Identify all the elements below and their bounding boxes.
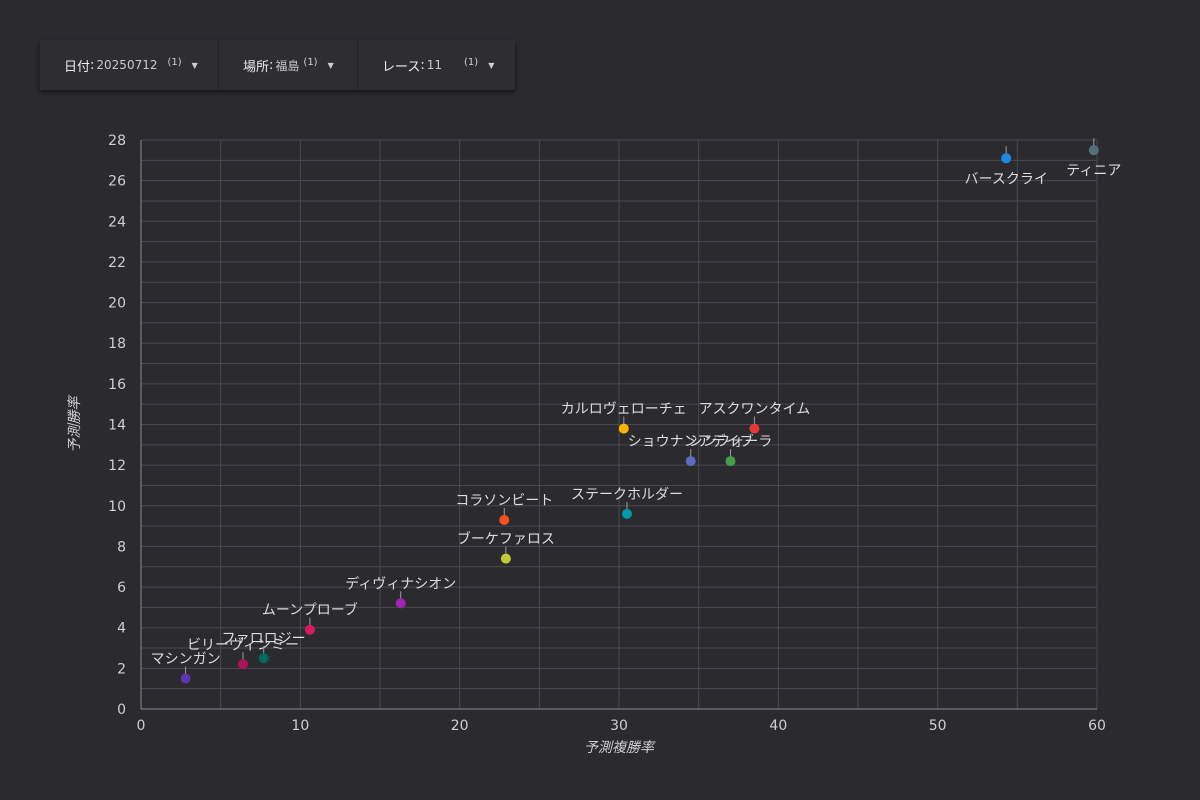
point-label: バースクライ <box>965 171 1048 187</box>
y-tick-label: 28 <box>108 133 126 149</box>
y-tick-label: 2 <box>117 661 126 677</box>
y-tick-label: 20 <box>108 296 126 312</box>
date-filter-count: (1) <box>167 56 182 68</box>
point-label: マシンガン <box>151 652 221 668</box>
y-tick-label: 0 <box>117 702 126 718</box>
point-marker <box>618 423 629 434</box>
data-point: ビリーヴィンミー <box>187 636 299 670</box>
filter-bar: 日付: 20250712 (1) ▼ 場所: 福島 (1) ▼ レース: 11 … <box>40 40 515 90</box>
point-marker <box>258 653 269 664</box>
y-tick-label: 8 <box>117 539 126 555</box>
point-marker <box>749 423 760 434</box>
point-label: ビリーヴィンミー <box>187 636 299 653</box>
caret-down-icon: ▼ <box>191 60 198 70</box>
point-label: ステークホルダー <box>571 487 683 503</box>
y-tick-label: 6 <box>117 580 126 596</box>
race-filter-label: レース <box>382 59 421 75</box>
data-point: カルロヴェローチェ <box>561 401 687 434</box>
data-point: ショウナンアデイブ <box>628 433 754 467</box>
y-tick-label: 18 <box>108 336 126 352</box>
date-filter-value: 20250712 <box>96 58 158 72</box>
place-filter-label: 場所 <box>243 59 270 75</box>
y-tick-label: 16 <box>108 377 126 393</box>
y-tick-label: 10 <box>108 499 126 515</box>
data-point: ステークホルダー <box>571 487 683 519</box>
x-tick-label: 40 <box>769 718 787 734</box>
x-axis-title: 予測複勝率 <box>584 740 656 756</box>
point-label: ファロロジー <box>222 631 306 647</box>
data-point: ディヴィナシオン <box>345 575 456 609</box>
caret-down-icon: ▼ <box>488 60 495 70</box>
data-point: ブーケファロス <box>457 531 555 564</box>
y-tick-label: 12 <box>108 458 126 474</box>
point-label: ショウナンアデイブ <box>628 433 754 450</box>
x-tick-label: 20 <box>451 718 469 734</box>
x-tick-label: 50 <box>929 718 947 734</box>
point-label: シンフォーラ <box>689 434 773 450</box>
caret-down-icon: ▼ <box>327 60 334 70</box>
point-label: コラソンビート <box>455 493 553 509</box>
race-filter-value: 11 <box>426 58 443 72</box>
point-label: アスクワンタイム <box>699 402 811 418</box>
data-point: アスクワンタイム <box>699 402 811 434</box>
point-marker <box>395 598 406 609</box>
point-label: ディヴィナシオン <box>345 575 456 592</box>
data-point: ファロロジー <box>222 631 306 664</box>
data-point: ティニア <box>1066 138 1121 179</box>
point-marker <box>304 624 315 635</box>
date-filter[interactable]: 日付: 20250712 (1) ▼ <box>40 40 219 90</box>
point-marker <box>685 456 696 467</box>
data-point: シンフォーラ <box>689 434 773 467</box>
y-tick-label: 22 <box>108 255 126 271</box>
data-point: ムーンプローブ <box>262 602 358 635</box>
point-marker <box>1001 153 1012 164</box>
x-tick-label: 10 <box>291 718 309 734</box>
point-label: ムーンプローブ <box>262 602 358 619</box>
place-filter[interactable]: 場所: 福島 (1) ▼ <box>219 40 358 90</box>
point-marker <box>725 456 736 467</box>
place-filter-value: 福島 <box>275 58 300 73</box>
y-tick-label: 4 <box>117 621 126 637</box>
point-marker <box>1088 145 1099 156</box>
race-filter-count: (1) <box>464 56 479 68</box>
y-tick-label: 14 <box>108 418 126 434</box>
point-marker <box>499 515 510 526</box>
x-tick-label: 30 <box>610 718 628 734</box>
data-point: コラソンビート <box>455 493 553 526</box>
point-marker <box>500 553 511 564</box>
point-marker <box>180 673 191 684</box>
point-label: ブーケファロス <box>457 531 555 548</box>
y-tick-label: 24 <box>108 214 126 230</box>
grid <box>140 139 1098 710</box>
x-tick-label: 0 <box>137 718 146 734</box>
point-marker <box>621 508 632 519</box>
data-point: マシンガン <box>151 652 221 684</box>
race-filter[interactable]: レース: 11 (1) ▼ <box>358 40 515 90</box>
point-label: ティニア <box>1066 163 1121 179</box>
x-tick-label: 60 <box>1088 718 1106 734</box>
date-filter-label: 日付 <box>64 59 91 75</box>
y-tick-label: 26 <box>108 174 126 190</box>
data-point: バースクライ <box>965 146 1048 187</box>
point-marker <box>237 659 248 670</box>
y-axis-title: 予測勝率 <box>67 395 83 453</box>
point-label: カルロヴェローチェ <box>561 401 687 418</box>
place-filter-count: (1) <box>303 56 318 68</box>
